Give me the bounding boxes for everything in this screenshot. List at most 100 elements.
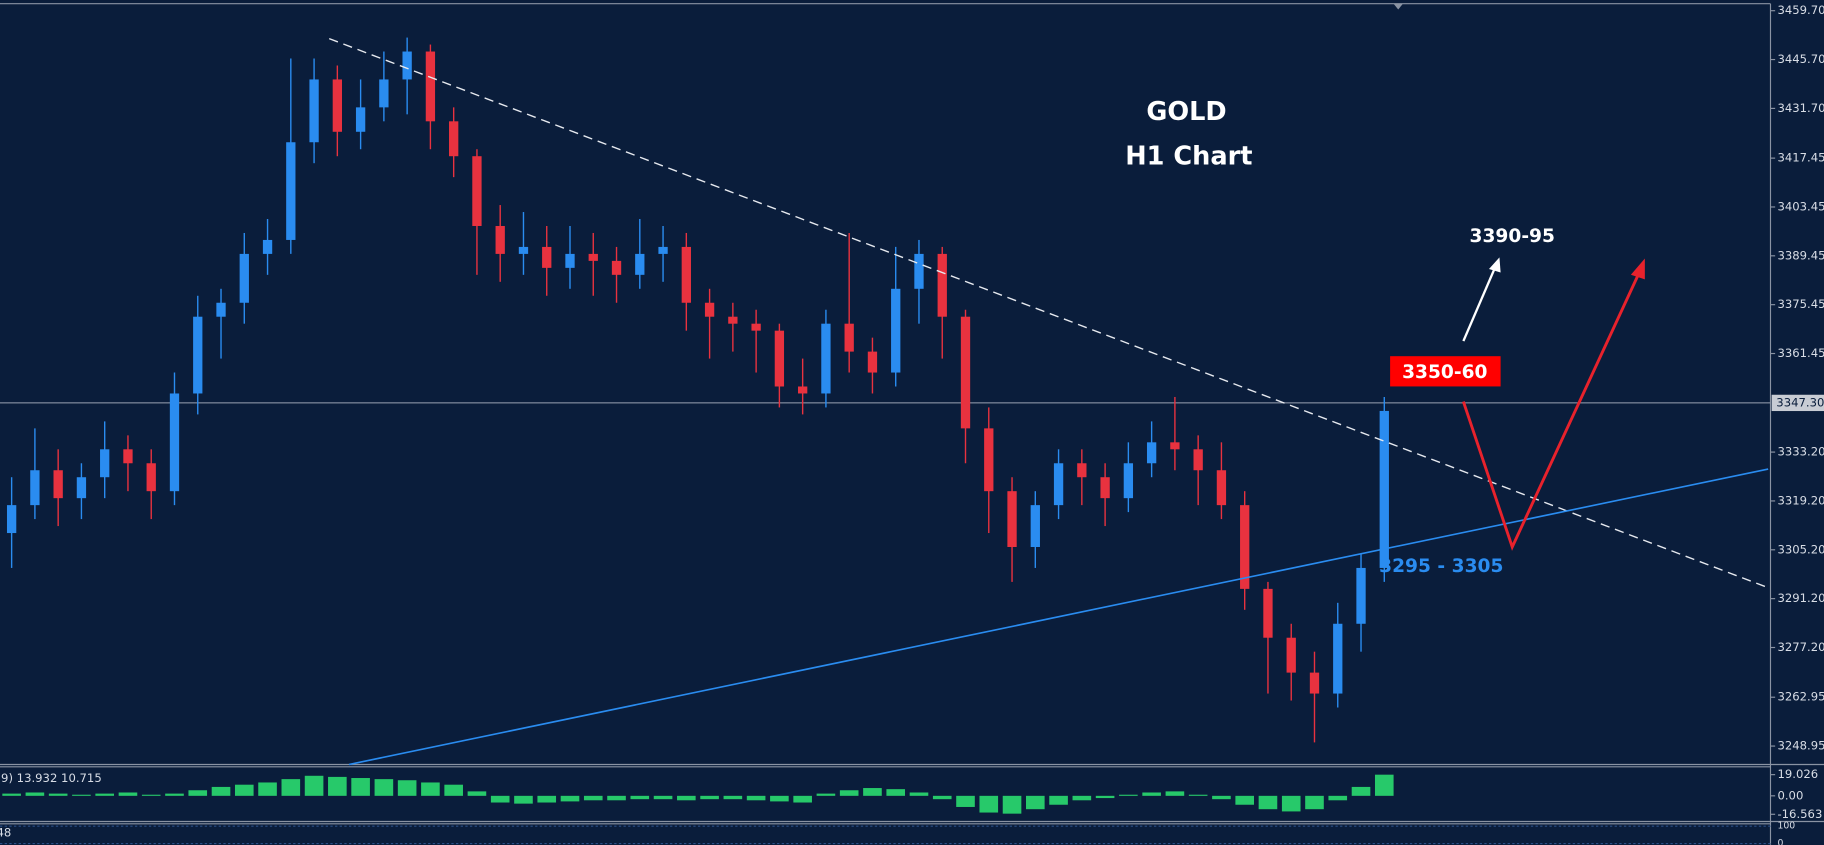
histogram-bar: [2, 793, 21, 796]
candle-body: [565, 253, 575, 268]
candle-body: [425, 51, 436, 122]
candle-body: [169, 393, 180, 492]
candle-body: [1309, 672, 1320, 694]
candle-body: [449, 121, 459, 157]
indicator-tick-label: 19.026: [1777, 767, 1818, 781]
indicator-tick-label: -16.563: [1777, 807, 1822, 821]
candle-body: [1146, 442, 1157, 464]
candle-body: [542, 246, 552, 268]
histogram-bar: [1165, 791, 1185, 796]
histogram-bar: [1212, 795, 1231, 800]
histogram-bar: [95, 793, 114, 796]
candle-body: [1286, 637, 1296, 673]
histogram-bar: [700, 795, 719, 800]
histogram-bar: [514, 795, 533, 804]
candle-body: [751, 323, 761, 331]
target-arrow: [1462, 264, 1498, 342]
histogram-bar: [1305, 795, 1324, 810]
histogram-bar: [118, 792, 138, 796]
histogram-bar: [839, 790, 859, 796]
indicator2-tick-label: 0: [1777, 838, 1783, 845]
candle-body: [123, 449, 133, 464]
histogram-bar: [723, 795, 743, 800]
candle-body: [193, 316, 203, 394]
y-tick-label: 3248.95: [1777, 739, 1824, 753]
y-tick-label: 3319.20: [1777, 493, 1824, 507]
candle-body: [984, 428, 994, 492]
histogram-bar: [211, 786, 231, 796]
histogram-bar: [188, 790, 208, 796]
y-tick-label: 3277.20: [1777, 640, 1824, 654]
candle-body: [100, 449, 110, 478]
candle-body: [937, 253, 947, 317]
indicator2-tick-label: 100: [1777, 821, 1795, 832]
histogram-bar: [48, 793, 68, 796]
candle-body: [960, 316, 971, 429]
y-tick-label: 3375.45: [1777, 297, 1824, 311]
y-tick-label: 3291.20: [1777, 591, 1824, 605]
histogram-bar: [1142, 792, 1161, 796]
histogram-bar: [1328, 795, 1348, 801]
candle-body: [635, 253, 645, 275]
histogram-bar: [234, 784, 254, 796]
candle-body: [309, 79, 319, 143]
candle-body: [262, 239, 273, 254]
candle-body: [867, 351, 878, 373]
candle-body: [239, 253, 249, 303]
candle-body: [216, 302, 226, 317]
shift-marker: [1393, 3, 1403, 10]
histogram-bar: [1026, 795, 1045, 810]
candle-body: [1356, 567, 1366, 624]
histogram-bar: [607, 795, 626, 801]
candle-body: [658, 246, 668, 254]
histogram-bar: [165, 793, 184, 796]
arrow-head: [1488, 257, 1501, 273]
histogram-bar: [979, 795, 999, 813]
candle-body: [518, 246, 529, 254]
candle-body: [728, 316, 738, 324]
candle-body: [1007, 491, 1017, 548]
histogram-bar: [886, 789, 906, 796]
y-tick-label: 3389.45: [1777, 248, 1824, 262]
histogram-bar: [1374, 774, 1394, 796]
histogram-bar: [932, 795, 952, 800]
histogram-bar: [653, 795, 673, 800]
histogram-bar: [863, 788, 882, 796]
candle-body: [472, 156, 482, 226]
candle-body: [1053, 463, 1064, 506]
support-label: 3295 - 3305: [1379, 556, 1503, 577]
y-tick-label: 3361.45: [1777, 346, 1824, 360]
resistance-label: 3350-60: [1402, 362, 1487, 383]
candle-body: [1123, 463, 1134, 499]
indicator2-label: 48: [0, 826, 11, 840]
candle-body: [53, 470, 63, 499]
candle-body: [1030, 505, 1040, 548]
histogram-bar: [1281, 795, 1301, 812]
histogram-bar: [1095, 795, 1115, 799]
histogram-bar: [793, 795, 812, 803]
histogram-bar: [537, 795, 557, 803]
histogram-bar: [141, 794, 161, 796]
label-box: [1390, 356, 1501, 387]
candle-body: [681, 246, 691, 303]
candle-body: [76, 477, 87, 499]
last-price-box: [1771, 394, 1824, 412]
histogram-bar: [909, 792, 929, 796]
y-tick-label: 3459.70: [1777, 3, 1824, 17]
candle-body: [1263, 588, 1273, 638]
histogram-bar: [72, 794, 91, 796]
candle-body: [844, 323, 854, 352]
candle-body: [1240, 505, 1250, 589]
indicator-tick-label: 0.00: [1777, 788, 1803, 802]
chart-subtitle: H1 Chart: [1125, 141, 1252, 171]
candle-body: [588, 253, 598, 261]
candle-body: [891, 288, 901, 373]
histogram-bar: [1072, 795, 1092, 801]
candle-body: [1100, 477, 1110, 499]
histogram-bar: [816, 793, 836, 796]
support-trendline: [348, 468, 1769, 766]
candle-body: [1379, 410, 1389, 568]
candle-body: [402, 51, 412, 80]
